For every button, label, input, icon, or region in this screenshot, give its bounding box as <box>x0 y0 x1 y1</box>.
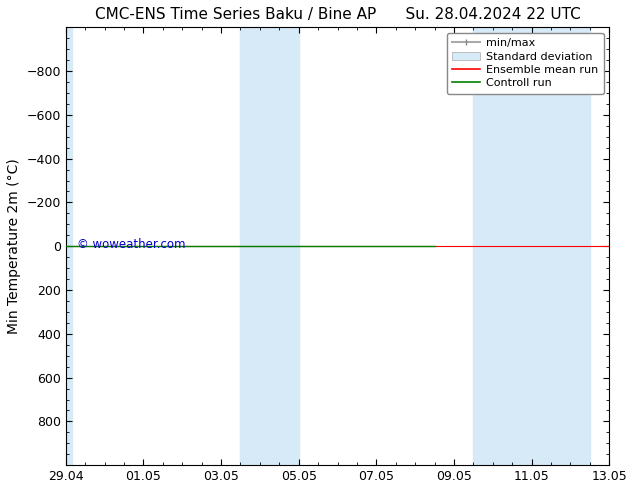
Bar <box>474 27 512 465</box>
Title: CMC-ENS Time Series Baku / Bine AP      Su. 28.04.2024 22 UTC: CMC-ENS Time Series Baku / Bine AP Su. 2… <box>94 7 580 22</box>
Bar <box>280 27 299 465</box>
Bar <box>240 27 280 465</box>
Bar <box>66 27 72 465</box>
Bar <box>512 27 590 465</box>
Legend: min/max, Standard deviation, Ensemble mean run, Controll run: min/max, Standard deviation, Ensemble me… <box>447 33 604 94</box>
Y-axis label: Min Temperature 2m (°C): Min Temperature 2m (°C) <box>7 158 21 334</box>
Text: © woweather.com: © woweather.com <box>77 238 185 250</box>
